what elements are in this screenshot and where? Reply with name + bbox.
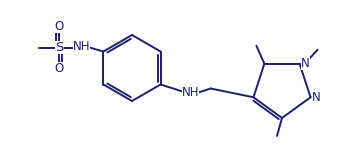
- Text: O: O: [55, 20, 64, 33]
- Text: S: S: [55, 41, 64, 54]
- Text: NH: NH: [182, 86, 199, 99]
- Text: O: O: [55, 62, 64, 75]
- Text: N: N: [301, 57, 310, 70]
- Text: NH: NH: [73, 40, 90, 53]
- Text: N: N: [312, 91, 321, 104]
